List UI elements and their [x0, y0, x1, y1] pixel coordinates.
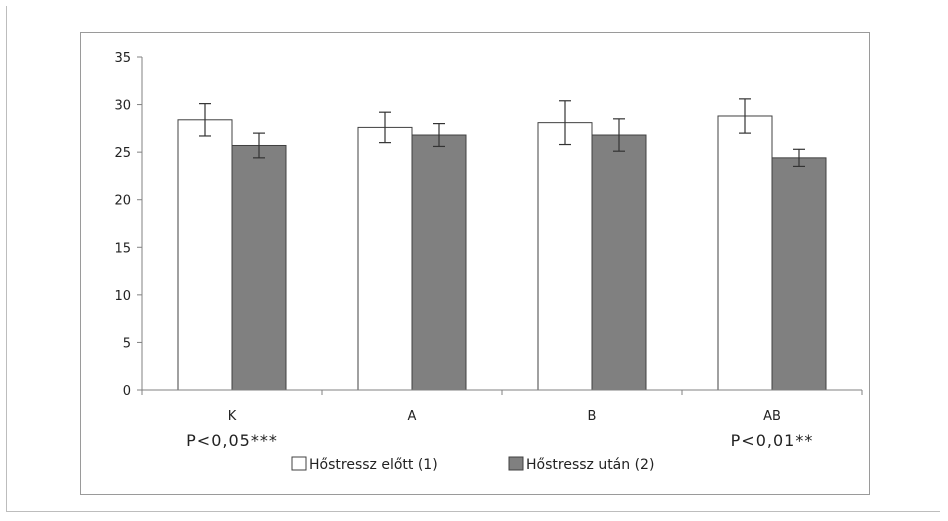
- y-tick-label: 15: [114, 241, 131, 256]
- annotation-ab: P<0,01**: [731, 431, 814, 450]
- bar-after: [231, 144, 287, 391]
- bar-before: [177, 119, 233, 391]
- bar-after: [591, 134, 647, 391]
- x-category-label: B: [588, 409, 597, 424]
- bar-before: [537, 122, 593, 391]
- bar-before: [717, 115, 773, 391]
- y-tick-label: 35: [114, 51, 131, 66]
- y-tick-label: 5: [123, 336, 131, 351]
- legend-swatch-after: [508, 456, 524, 471]
- bar-after: [771, 157, 827, 391]
- x-category-label: K: [228, 409, 237, 424]
- legend: Hőstressz előtt (1) Hőstressz után (2): [291, 456, 654, 473]
- annotation-k: P<0,05***: [186, 431, 278, 450]
- y-tick-label: 25: [114, 146, 131, 161]
- error-bars: [199, 98, 805, 168]
- y-tick-label: 20: [114, 194, 131, 209]
- annotations: P<0,05*** P<0,01**: [186, 431, 814, 450]
- y-tick-label: 0: [123, 384, 131, 399]
- x-axis: K A B AB: [141, 389, 863, 424]
- y-tick-label: 10: [114, 289, 131, 304]
- figure-frame: [6, 6, 940, 512]
- bar-before: [357, 126, 413, 391]
- bar-after: [411, 134, 467, 391]
- y-axis: 0 5 10 15 20 25 30 35: [114, 51, 143, 399]
- chart-area: [80, 32, 870, 495]
- legend-swatch-before: [291, 456, 307, 471]
- x-category-label: AB: [763, 409, 781, 424]
- legend-label-after: Hőstressz után (2): [526, 457, 654, 473]
- bars: [177, 115, 827, 391]
- y-tick-label: 30: [114, 99, 131, 114]
- x-category-label: A: [408, 409, 417, 424]
- legend-label-before: Hőstressz előtt (1): [309, 457, 438, 473]
